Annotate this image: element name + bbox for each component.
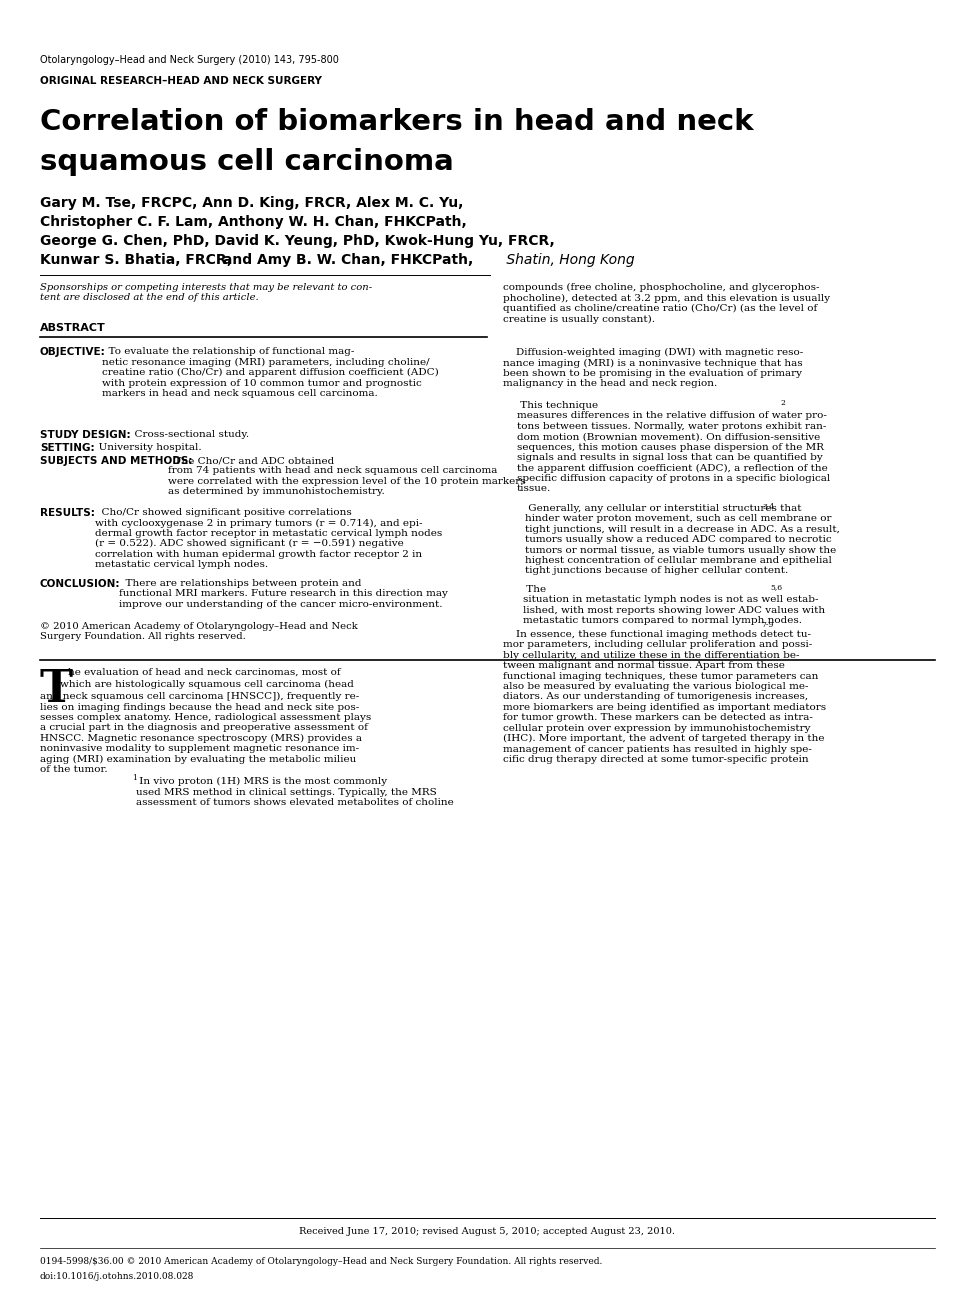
Text: Generally, any cellular or interstitial structures that
hinder water proton move: Generally, any cellular or interstitial … <box>525 504 839 576</box>
Text: Cross-sectional study.: Cross-sectional study. <box>128 431 250 438</box>
Text: and neck squamous cell carcinoma [HNSCC]), frequently re-
lies on imaging findin: and neck squamous cell carcinoma [HNSCC]… <box>40 692 371 774</box>
Text: doi:10.1016/j.otohns.2010.08.028: doi:10.1016/j.otohns.2010.08.028 <box>40 1272 194 1282</box>
Text: 0194-5998/$36.00 © 2010 American Academy of Otolaryngology–Head and Neck Surgery: 0194-5998/$36.00 © 2010 American Academy… <box>40 1257 603 1266</box>
Text: Cho/Cr showed significant positive correlations
with cyclooxygenase 2 in primary: Cho/Cr showed significant positive corre… <box>95 508 443 569</box>
Text: ORIGINAL RESEARCH–HEAD AND NECK SURGERY: ORIGINAL RESEARCH–HEAD AND NECK SURGERY <box>40 76 322 86</box>
Text: and Amy B. W. Chan, FHKCPath,: and Amy B. W. Chan, FHKCPath, <box>218 253 473 268</box>
Text: 5,6: 5,6 <box>770 583 782 591</box>
Text: Otolaryngology–Head and Neck Surgery (2010) 143, 795-800: Otolaryngology–Head and Neck Surgery (20… <box>40 55 339 65</box>
Text: Gary M. Tse, FRCPC, Ann D. King, FRCR, Alex M. C. Yu,: Gary M. Tse, FRCPC, Ann D. King, FRCR, A… <box>40 196 463 210</box>
Text: The Cho/Cr and ADC obtained
from 74 patients with head and neck squamous cell ca: The Cho/Cr and ADC obtained from 74 pati… <box>168 455 526 496</box>
Text: Correlation of biomarkers in head and neck: Correlation of biomarkers in head and ne… <box>40 108 754 136</box>
Text: University hospital.: University hospital. <box>92 442 202 452</box>
Text: In essence, these functional imaging methods detect tu-
mor parameters, includin: In essence, these functional imaging met… <box>503 630 826 763</box>
Text: T: T <box>40 668 73 711</box>
Text: ABSTRACT: ABSTRACT <box>40 324 105 333</box>
Text: he evaluation of head and neck carcinomas, most of: he evaluation of head and neck carcinoma… <box>68 668 340 677</box>
Text: There are relationships between protein and
functional MRI markers. Future resea: There are relationships between protein … <box>119 579 448 609</box>
Text: which are histologically squamous cell carcinoma (head: which are histologically squamous cell c… <box>60 680 354 689</box>
Text: © 2010 American Academy of Otolaryngology–Head and Neck
Surgery Foundation. All : © 2010 American Academy of Otolaryngolog… <box>40 622 358 641</box>
Text: 3,4: 3,4 <box>762 502 774 510</box>
Text: 7-9: 7-9 <box>761 621 773 629</box>
Text: CONCLUSION:: CONCLUSION: <box>40 579 121 589</box>
Text: SUBJECTS AND METHODS:: SUBJECTS AND METHODS: <box>40 455 192 466</box>
Text: Diffusion-weighted imaging (DWI) with magnetic reso-
nance imaging (MRI) is a no: Diffusion-weighted imaging (DWI) with ma… <box>503 348 803 389</box>
Text: This technique
measures differences in the relative diffusion of water pro-
tons: This technique measures differences in t… <box>517 401 831 493</box>
Text: squamous cell carcinoma: squamous cell carcinoma <box>40 147 453 176</box>
Text: OBJECTIVE:: OBJECTIVE: <box>40 347 105 358</box>
Text: Sponsorships or competing interests that may be relevant to con-
tent are disclo: Sponsorships or competing interests that… <box>40 283 372 303</box>
Text: RESULTS:: RESULTS: <box>40 508 95 518</box>
Text: Kunwar S. Bhatia, FRCR,: Kunwar S. Bhatia, FRCR, <box>40 253 232 268</box>
Text: compounds (free choline, phosphocholine, and glycerophos-
phocholine), detected : compounds (free choline, phosphocholine,… <box>503 283 830 324</box>
Text: SETTING:: SETTING: <box>40 442 95 453</box>
Text: Shatin, Hong Kong: Shatin, Hong Kong <box>502 253 635 268</box>
Text: The
situation in metastatic lymph nodes is not as well estab-
lished, with most : The situation in metastatic lymph nodes … <box>523 585 825 625</box>
Text: In vivo proton (1H) MRS is the most commonly
used MRS method in clinical setting: In vivo proton (1H) MRS is the most comm… <box>136 776 453 806</box>
Text: 2: 2 <box>780 399 785 407</box>
Text: 1: 1 <box>132 774 136 782</box>
Text: Received June 17, 2010; revised August 5, 2010; accepted August 23, 2010.: Received June 17, 2010; revised August 5… <box>299 1227 675 1236</box>
Text: George G. Chen, PhD, David K. Yeung, PhD, Kwok-Hung Yu, FRCR,: George G. Chen, PhD, David K. Yeung, PhD… <box>40 234 555 248</box>
Text: STUDY DESIGN:: STUDY DESIGN: <box>40 431 131 440</box>
Text: Christopher C. F. Lam, Anthony W. H. Chan, FHKCPath,: Christopher C. F. Lam, Anthony W. H. Cha… <box>40 215 467 228</box>
Text: To evaluate the relationship of functional mag-
netic resonance imaging (MRI) pa: To evaluate the relationship of function… <box>102 347 439 398</box>
